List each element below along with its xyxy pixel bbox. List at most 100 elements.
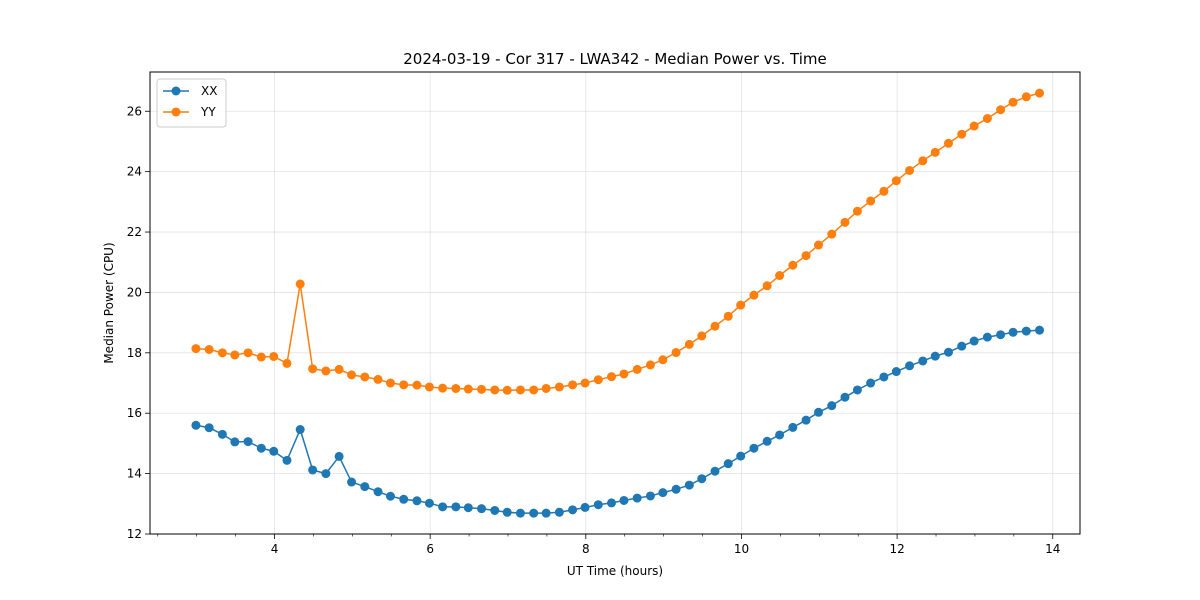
data-point-xx bbox=[541, 508, 551, 518]
data-point-yy bbox=[529, 385, 539, 395]
data-point-xx bbox=[373, 487, 383, 497]
x-tick-label: 4 bbox=[271, 542, 279, 556]
data-point-xx bbox=[801, 415, 811, 425]
data-point-xx bbox=[593, 500, 603, 510]
data-point-yy bbox=[866, 196, 876, 206]
chart-title: 2024-03-19 - Cor 317 - LWA342 - Median P… bbox=[403, 50, 827, 68]
data-point-yy bbox=[243, 348, 253, 358]
data-point-yy bbox=[632, 364, 642, 374]
data-point-yy bbox=[399, 380, 409, 390]
data-point-yy bbox=[204, 345, 214, 354]
data-point-xx bbox=[412, 496, 422, 506]
y-tick-label: 20 bbox=[127, 285, 142, 299]
data-point-yy bbox=[321, 366, 331, 376]
data-point-yy bbox=[308, 364, 318, 374]
data-point-yy bbox=[710, 321, 720, 331]
data-point-xx bbox=[619, 495, 629, 505]
data-point-xx bbox=[1035, 325, 1045, 335]
data-point-xx bbox=[736, 451, 746, 461]
data-point-xx bbox=[451, 502, 461, 512]
x-tick-label: 8 bbox=[582, 542, 590, 556]
data-point-xx bbox=[321, 469, 331, 479]
data-point-yy bbox=[334, 364, 344, 374]
data-point-xx bbox=[671, 484, 681, 494]
data-point-xx bbox=[749, 443, 759, 453]
data-point-xx bbox=[204, 423, 214, 433]
data-point-xx bbox=[308, 465, 318, 475]
data-point-yy bbox=[684, 339, 694, 349]
y-tick-label: 16 bbox=[127, 406, 142, 420]
data-point-xx bbox=[399, 494, 409, 504]
data-point-yy bbox=[996, 105, 1006, 115]
data-point-yy bbox=[568, 380, 578, 390]
legend-label-xx: XX bbox=[201, 84, 217, 98]
data-point-xx bbox=[385, 491, 395, 501]
data-point-xx bbox=[891, 367, 901, 377]
data-point-yy bbox=[736, 300, 746, 310]
data-point-yy bbox=[814, 240, 824, 250]
data-point-yy bbox=[827, 229, 837, 239]
data-point-yy bbox=[269, 351, 279, 361]
data-point-yy bbox=[1021, 92, 1031, 102]
data-point-xx bbox=[217, 429, 227, 439]
data-point-xx bbox=[463, 503, 473, 513]
data-point-xx bbox=[607, 498, 616, 508]
data-point-xx bbox=[996, 330, 1006, 340]
data-point-yy bbox=[619, 369, 629, 379]
data-point-yy bbox=[424, 382, 434, 392]
data-point-xx bbox=[918, 356, 928, 366]
data-point-yy bbox=[905, 165, 915, 175]
data-point-xx bbox=[295, 425, 305, 435]
data-point-xx bbox=[256, 443, 266, 453]
data-point-xx bbox=[762, 436, 772, 446]
data-point-yy bbox=[502, 385, 512, 395]
x-tick-label: 6 bbox=[426, 542, 434, 556]
data-point-yy bbox=[554, 382, 564, 392]
data-point-xx bbox=[490, 505, 500, 515]
data-point-yy bbox=[360, 372, 370, 382]
y-axis: 12 14 16 18 20 22 24 26 bbox=[127, 104, 150, 541]
data-point-xx bbox=[515, 508, 525, 518]
data-point-xx bbox=[580, 502, 590, 512]
data-point-yy bbox=[412, 380, 422, 390]
plot-frame bbox=[149, 71, 1081, 535]
x-axis-label: UT Time (hours) bbox=[567, 564, 663, 578]
data-point-xx bbox=[347, 477, 357, 487]
legend-label-yy: YY bbox=[200, 105, 216, 119]
data-point-yy bbox=[762, 281, 772, 291]
data-point-xx bbox=[840, 392, 850, 402]
data-point-yy bbox=[788, 260, 798, 270]
x-tick-label: 14 bbox=[1045, 542, 1060, 556]
data-point-yy bbox=[515, 385, 525, 395]
data-point-xx bbox=[697, 474, 707, 484]
data-point-yy bbox=[852, 206, 862, 216]
data-point-yy bbox=[723, 311, 733, 321]
data-point-xx bbox=[775, 430, 785, 440]
data-point-xx bbox=[334, 451, 344, 461]
data-point-yy bbox=[191, 344, 201, 354]
y-tick-label: 14 bbox=[127, 467, 142, 481]
data-point-yy bbox=[749, 290, 759, 300]
data-point-yy bbox=[295, 279, 305, 289]
data-point-yy bbox=[438, 383, 448, 393]
data-point-yy bbox=[645, 360, 655, 370]
data-point-yy bbox=[477, 384, 487, 394]
data-point-yy bbox=[697, 331, 707, 341]
data-point-yy bbox=[943, 138, 953, 148]
data-point-xx bbox=[930, 351, 940, 361]
data-point-xx bbox=[269, 446, 279, 456]
data-point-yy bbox=[580, 378, 590, 388]
data-point-yy bbox=[593, 375, 603, 385]
data-point-yy bbox=[775, 271, 785, 281]
data-point-xx bbox=[879, 372, 889, 382]
data-point-yy bbox=[373, 374, 383, 384]
y-tick-label: 26 bbox=[127, 104, 142, 118]
data-point-yy bbox=[490, 385, 500, 395]
data-point-yy bbox=[385, 378, 395, 388]
data-point-yy bbox=[801, 251, 811, 261]
data-point-xx bbox=[438, 502, 448, 512]
series-layer bbox=[191, 88, 1045, 518]
legend-marker-xx bbox=[171, 86, 181, 96]
y-tick-label: 24 bbox=[127, 165, 142, 179]
